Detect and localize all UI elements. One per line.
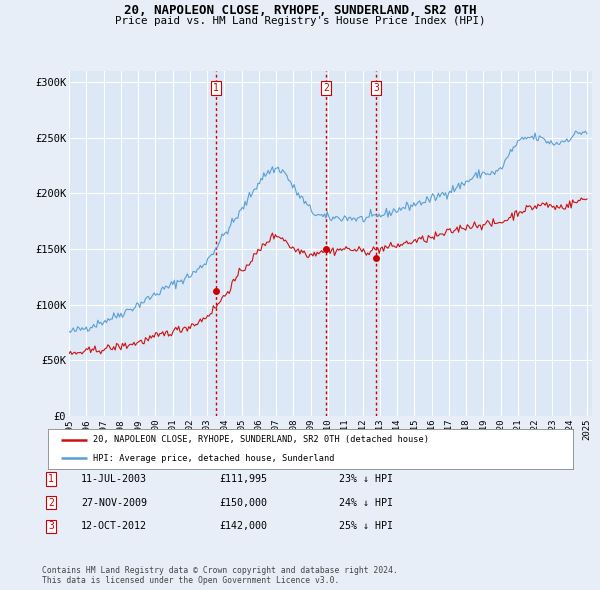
Text: 20, NAPOLEON CLOSE, RYHOPE, SUNDERLAND, SR2 0TH (detached house): 20, NAPOLEON CLOSE, RYHOPE, SUNDERLAND, … xyxy=(92,435,428,444)
Text: 1: 1 xyxy=(214,83,219,93)
Text: 24% ↓ HPI: 24% ↓ HPI xyxy=(339,498,393,507)
Text: £142,000: £142,000 xyxy=(219,522,267,531)
Text: 12-OCT-2012: 12-OCT-2012 xyxy=(81,522,147,531)
Text: 2: 2 xyxy=(323,83,329,93)
Text: £111,995: £111,995 xyxy=(219,474,267,484)
Text: 20, NAPOLEON CLOSE, RYHOPE, SUNDERLAND, SR2 0TH: 20, NAPOLEON CLOSE, RYHOPE, SUNDERLAND, … xyxy=(124,4,476,17)
Text: £150,000: £150,000 xyxy=(219,498,267,507)
Text: 3: 3 xyxy=(373,83,379,93)
Text: HPI: Average price, detached house, Sunderland: HPI: Average price, detached house, Sund… xyxy=(92,454,334,463)
Text: 11-JUL-2003: 11-JUL-2003 xyxy=(81,474,147,484)
Text: Price paid vs. HM Land Registry's House Price Index (HPI): Price paid vs. HM Land Registry's House … xyxy=(115,16,485,26)
Text: 2: 2 xyxy=(48,498,54,507)
Text: 3: 3 xyxy=(48,522,54,531)
Text: 27-NOV-2009: 27-NOV-2009 xyxy=(81,498,147,507)
Text: Contains HM Land Registry data © Crown copyright and database right 2024.
This d: Contains HM Land Registry data © Crown c… xyxy=(42,566,398,585)
Text: 1: 1 xyxy=(48,474,54,484)
Text: 25% ↓ HPI: 25% ↓ HPI xyxy=(339,522,393,531)
Text: 23% ↓ HPI: 23% ↓ HPI xyxy=(339,474,393,484)
